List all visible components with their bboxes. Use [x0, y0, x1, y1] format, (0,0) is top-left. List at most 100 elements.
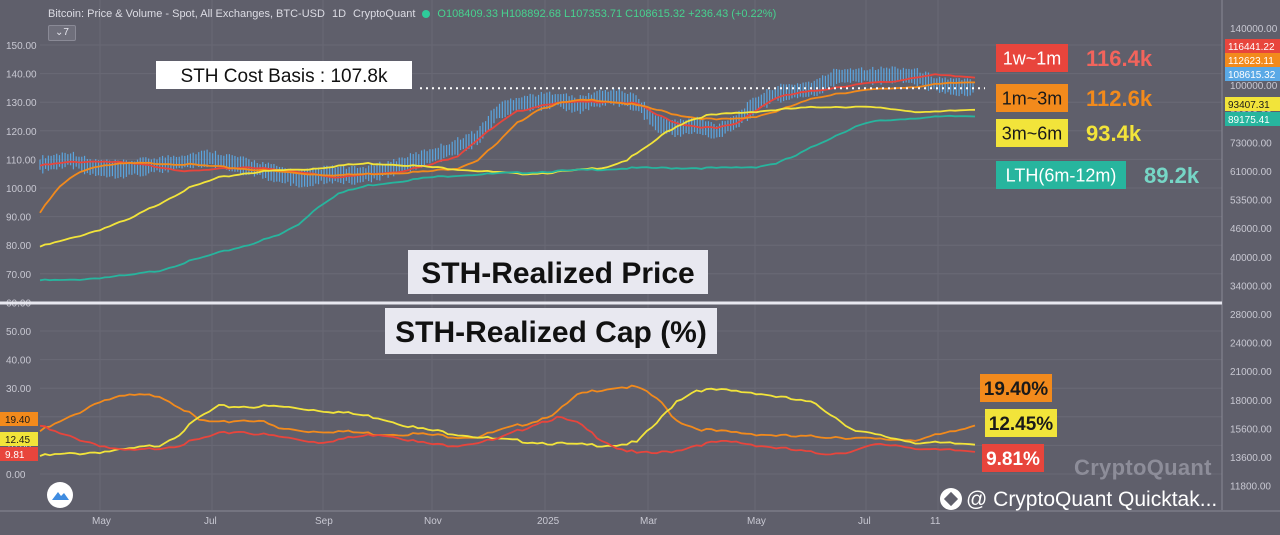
- chart-source: CryptoQuant: [353, 8, 416, 20]
- legend-label-0: 1w~1m: [1003, 48, 1062, 68]
- left-tag-box-0: [0, 412, 38, 426]
- time-tick-label: Jul: [858, 516, 871, 527]
- left-tick-label: 40.00: [6, 356, 31, 367]
- right-tick-label: 100000.00: [1230, 81, 1278, 92]
- bottom-pane-title-box: [385, 308, 717, 354]
- left-tag-2: 9.81: [5, 450, 25, 461]
- legend-value-1: 112.6k: [1086, 86, 1153, 111]
- left-tag-0: 19.40: [5, 415, 30, 426]
- price-tag-box-0: [1225, 39, 1280, 53]
- price-tag-box-4: [1225, 112, 1280, 126]
- legend-value-2: 93.4k: [1086, 121, 1142, 146]
- left-tick-label: 50.00: [6, 327, 31, 338]
- right-tick-label: 61000.00: [1230, 167, 1272, 178]
- credit-label: @ CryptoQuant Quicktak...: [940, 488, 1217, 512]
- left-tag-box-2: [0, 447, 38, 461]
- time-tick-label: May: [92, 516, 111, 527]
- series-line-m3_m6: [39, 105, 976, 248]
- indicator-count: 7: [63, 27, 69, 38]
- right-tick-label: 53500.00: [1230, 196, 1272, 207]
- time-tick-label: Nov: [424, 516, 442, 527]
- left-tick-label: 10.00: [6, 441, 31, 452]
- legend-label-3-box: [996, 161, 1126, 189]
- right-tick-label: 15600.00: [1230, 424, 1272, 435]
- overlay-layer: STH Cost Basis : 107.8k STH-Realized Pric…: [0, 44, 1222, 472]
- legend-label-1-box: [996, 84, 1068, 112]
- price-tag-3: 93407.31: [1228, 100, 1270, 111]
- left-tick-label: 0.00: [6, 470, 26, 481]
- indicator-toggle-button[interactable]: ⌄7: [48, 25, 76, 41]
- left-tick-label: 80.00: [6, 241, 31, 252]
- time-tick-label: 2025: [537, 516, 560, 527]
- left-tick-label: 90.00: [6, 213, 31, 224]
- left-tag-box-1: [0, 432, 38, 446]
- time-axis: May Jul Sep Nov 2025 Mar May Jul 11: [0, 510, 1280, 527]
- legend-label-1: 1m~3m: [1002, 88, 1063, 108]
- time-tick-label: Sep: [315, 516, 333, 527]
- chart-header: Bitcoin: Price & Volume - Spot, All Exch…: [48, 6, 776, 22]
- left-axis: 150.00 140.00 130.00 120.00 110.00 100.00 90.0…: [0, 41, 38, 481]
- left-tag-1: 12.45: [5, 435, 30, 446]
- cap-line-m3_m6: [39, 387, 976, 457]
- cap-label-0: 19.40%: [984, 379, 1049, 400]
- right-tick-label: 34000.00: [1230, 281, 1272, 292]
- legend-label-2: 3m~6m: [1002, 123, 1063, 143]
- cap-label-2-box: [982, 444, 1044, 472]
- cap-line-w1_m1: [39, 415, 976, 456]
- realized-cap-lines: [39, 384, 976, 457]
- ohlc-readout: O108409.33 H108892.68 L107353.71 C108615…: [437, 8, 777, 20]
- cap-label-0-box: [980, 374, 1052, 402]
- top-pane-title-box: [408, 250, 708, 294]
- series-line-w1_m1: [39, 73, 976, 179]
- left-tick-label: 110.00: [6, 155, 36, 166]
- right-tick-label: 73000.00: [1230, 138, 1272, 149]
- right-tick-label: 24000.00: [1230, 339, 1272, 350]
- cap-label-2: 9.81%: [986, 449, 1040, 470]
- right-axis: 140000.00120000.00100000.0088000.0073000…: [1221, 0, 1280, 510]
- price-tag-0: 116441.22: [1228, 42, 1275, 53]
- mountain-icon: [52, 492, 69, 500]
- legend-label-3: LTH(6m-12m): [1006, 165, 1117, 185]
- left-tick-label: 140.00: [6, 70, 37, 81]
- left-tick-label: 100.00: [6, 184, 37, 195]
- left-tick-label: 130.00: [6, 98, 37, 109]
- right-tick-label: 40000.00: [1230, 253, 1272, 264]
- credit-text: @ CryptoQuant Quicktak...: [966, 488, 1218, 511]
- time-tick-label: 11: [930, 516, 941, 527]
- binance-logo-icon: [940, 488, 962, 510]
- top-pane-title: STH-Realized Price: [421, 257, 694, 290]
- legend-label-0-box: [996, 44, 1068, 72]
- price-tag-box-3: [1225, 97, 1280, 111]
- left-tick-label: 120.00: [6, 127, 37, 138]
- right-tick-label: 28000.00: [1230, 310, 1272, 321]
- right-tick-label: 140000.00: [1230, 24, 1278, 35]
- price-tag-4: 89175.41: [1228, 115, 1270, 126]
- right-tick-label: 13600.00: [1230, 453, 1272, 464]
- left-tick-label: 150.00: [6, 41, 37, 52]
- bottom-pane-title: STH-Realized Cap (%): [395, 316, 707, 349]
- cap-label-1-box: [985, 409, 1057, 437]
- legend-label-2-box: [996, 119, 1068, 147]
- time-tick-label: Jul: [204, 516, 217, 527]
- right-tick-label: 21000.00: [1230, 367, 1272, 378]
- series-line-m1_m3: [39, 81, 975, 214]
- right-tick-label: 46000.00: [1230, 224, 1272, 235]
- legend-value-3: 89.2k: [1144, 163, 1200, 188]
- time-tick-label: Mar: [640, 516, 658, 527]
- realized-price-lines: [39, 73, 976, 282]
- price-tag-box-1: [1225, 53, 1280, 67]
- status-dot-icon: [422, 10, 431, 18]
- right-tick-label: 18000.00: [1230, 396, 1272, 407]
- right-tick-label: 11800.00: [1230, 482, 1271, 493]
- left-tick-label: 70.00: [6, 270, 31, 281]
- cryptoquant-logo-button[interactable]: [47, 482, 73, 508]
- chart-interval[interactable]: 1D: [331, 8, 347, 20]
- cap-label-1: 12.45%: [989, 414, 1054, 435]
- cryptoquant-watermark: CryptoQuant: [1074, 455, 1212, 480]
- chevron-down-icon: ⌄: [55, 27, 64, 38]
- left-tick-label: 30.00: [6, 384, 31, 395]
- cap-line-m1_m3: [39, 384, 976, 442]
- price-tag-box-2: [1225, 67, 1280, 81]
